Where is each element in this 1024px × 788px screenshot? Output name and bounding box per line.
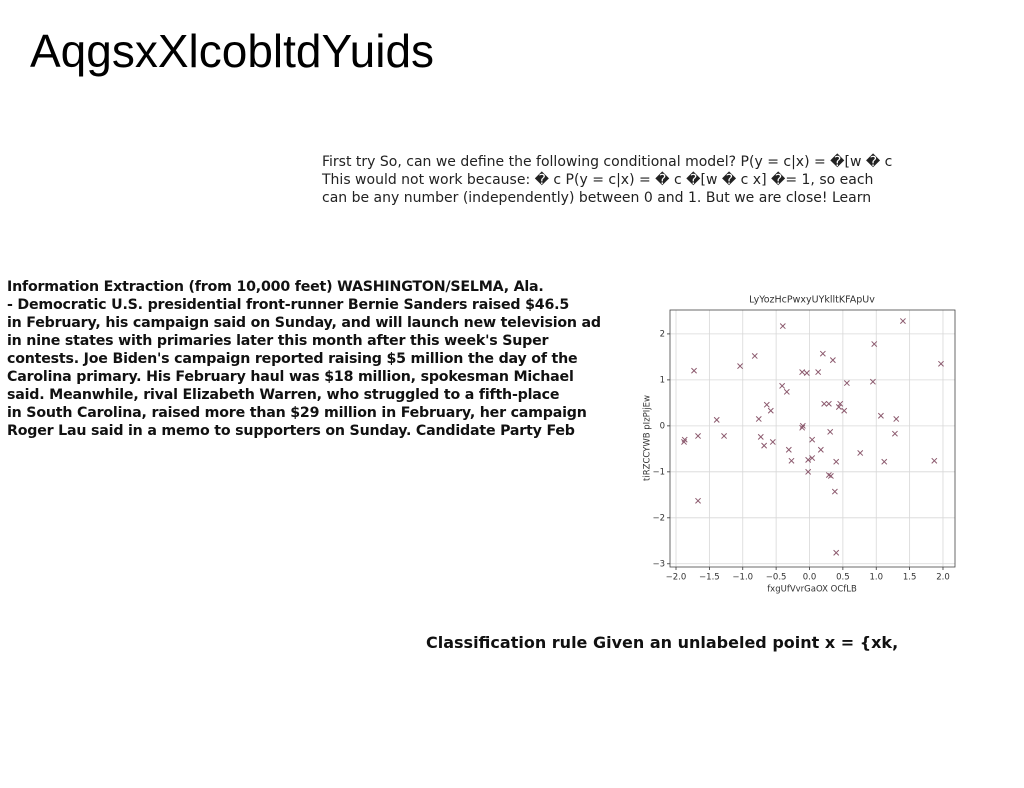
scatter-point — [761, 442, 768, 449]
scatter-point — [817, 446, 824, 453]
scatter-point — [899, 318, 906, 324]
x-tick-label: 0.0 — [803, 573, 817, 583]
x-tick-label: 0.5 — [836, 573, 850, 583]
scatter-point — [751, 353, 758, 359]
scatter-point — [788, 457, 795, 464]
scatter-point — [819, 350, 826, 357]
y-tick-label: −1 — [652, 467, 665, 477]
text-line: contests. Joe Biden's campaign reported … — [7, 351, 578, 367]
scatter-point — [809, 455, 816, 461]
x-tick-label: 1.5 — [903, 573, 917, 583]
text-line: in February, his campaign said on Sunday… — [7, 315, 601, 331]
scatter-point — [869, 378, 876, 385]
scatter-point — [779, 382, 786, 389]
scatter-point — [779, 323, 786, 330]
scatter-point — [815, 369, 822, 376]
y-tick-label: −3 — [652, 559, 665, 569]
scatter-point — [833, 549, 840, 556]
scatter-point — [681, 438, 687, 445]
scatter-point — [841, 407, 848, 414]
scatter-point — [713, 416, 720, 423]
text-line: in South Carolina, raised more than $29 … — [7, 405, 587, 421]
scatter-point — [857, 450, 864, 456]
scatter-point — [938, 360, 944, 367]
scatter-point — [805, 456, 812, 463]
scatter-point — [891, 430, 898, 437]
y-tick-label: 0 — [660, 421, 665, 431]
scatter-point — [783, 388, 790, 395]
scatter-point — [825, 400, 832, 407]
scatter-point — [769, 438, 776, 445]
paragraph: First try So, can we define the followin… — [322, 153, 892, 207]
y-axis-label: tiRZCCYWB pIzPIjEw — [643, 395, 653, 481]
scatter-point — [755, 416, 762, 422]
scatter-point — [837, 400, 844, 407]
x-tick-label: −1.5 — [699, 573, 720, 583]
x-tick-label: 2.0 — [936, 573, 950, 583]
scatter-point — [799, 424, 806, 431]
scatter-point — [767, 407, 774, 414]
scatter-point — [721, 433, 728, 439]
scatter-point — [825, 472, 832, 479]
text-line: This would not work because: � c P(y = c… — [322, 172, 874, 188]
scatter-point — [799, 369, 806, 376]
scatter-point — [843, 380, 850, 387]
x-tick-label: −1.0 — [732, 573, 753, 583]
scatter-point — [809, 436, 816, 443]
text-line: can be any number (independently) betwee… — [322, 190, 872, 206]
scatter-point — [833, 458, 840, 465]
text-line: Information Extraction (from 10,000 feet… — [7, 279, 544, 295]
scatter-point — [805, 468, 812, 475]
y-tick-label: 1 — [660, 375, 665, 385]
scatter-point — [691, 367, 697, 374]
page-title: AqgsxXlcobltdYuids — [30, 25, 435, 77]
scatter-point — [827, 428, 834, 435]
text-line: Roger Lau said in a memo to supporters o… — [7, 423, 575, 439]
paragraph: Information Extraction (from 10,000 feet… — [7, 278, 601, 440]
scatter-point — [785, 446, 792, 453]
scatter-point — [871, 341, 878, 347]
text-line: - Democratic U.S. presidential front-run… — [7, 297, 569, 313]
scatter-point — [757, 433, 764, 440]
scatter-point — [881, 458, 888, 465]
scatter-point — [799, 422, 806, 429]
scatter-point — [931, 457, 938, 464]
x-axis-label: fxgUfVvrGaOX OCfLB — [767, 585, 857, 595]
caption: Classification rule Given an unlabeled p… — [426, 633, 899, 652]
scatter-point — [737, 363, 744, 370]
scatter-point — [695, 497, 701, 504]
text-line: Carolina primary. His February haul was … — [7, 369, 574, 385]
text-line: said. Meanwhile, rival Elizabeth Warren,… — [7, 387, 560, 403]
chart-title: LyYozHcPwxyUYklltKFApUv — [749, 295, 875, 306]
scatter-point — [695, 433, 701, 439]
x-tick-label: −0.5 — [766, 573, 787, 583]
y-tick-label: −2 — [652, 513, 665, 523]
plot-frame — [669, 309, 956, 568]
scatter-point — [821, 400, 828, 407]
text-line: in nine states with primaries later this… — [7, 333, 549, 349]
scatter-point — [835, 404, 842, 410]
scatter-point — [893, 416, 900, 422]
scatter-point — [829, 357, 836, 364]
scatter-point — [803, 370, 810, 376]
text-line: First try So, can we define the followin… — [322, 154, 893, 170]
x-tick-label: 1.0 — [869, 573, 883, 583]
scatter-point — [877, 412, 884, 419]
scatter-point — [831, 488, 838, 495]
scatter-point — [827, 473, 834, 479]
x-tick-label: −2.0 — [666, 573, 687, 583]
y-tick-label: 2 — [660, 329, 665, 339]
scatter-point — [763, 401, 770, 408]
